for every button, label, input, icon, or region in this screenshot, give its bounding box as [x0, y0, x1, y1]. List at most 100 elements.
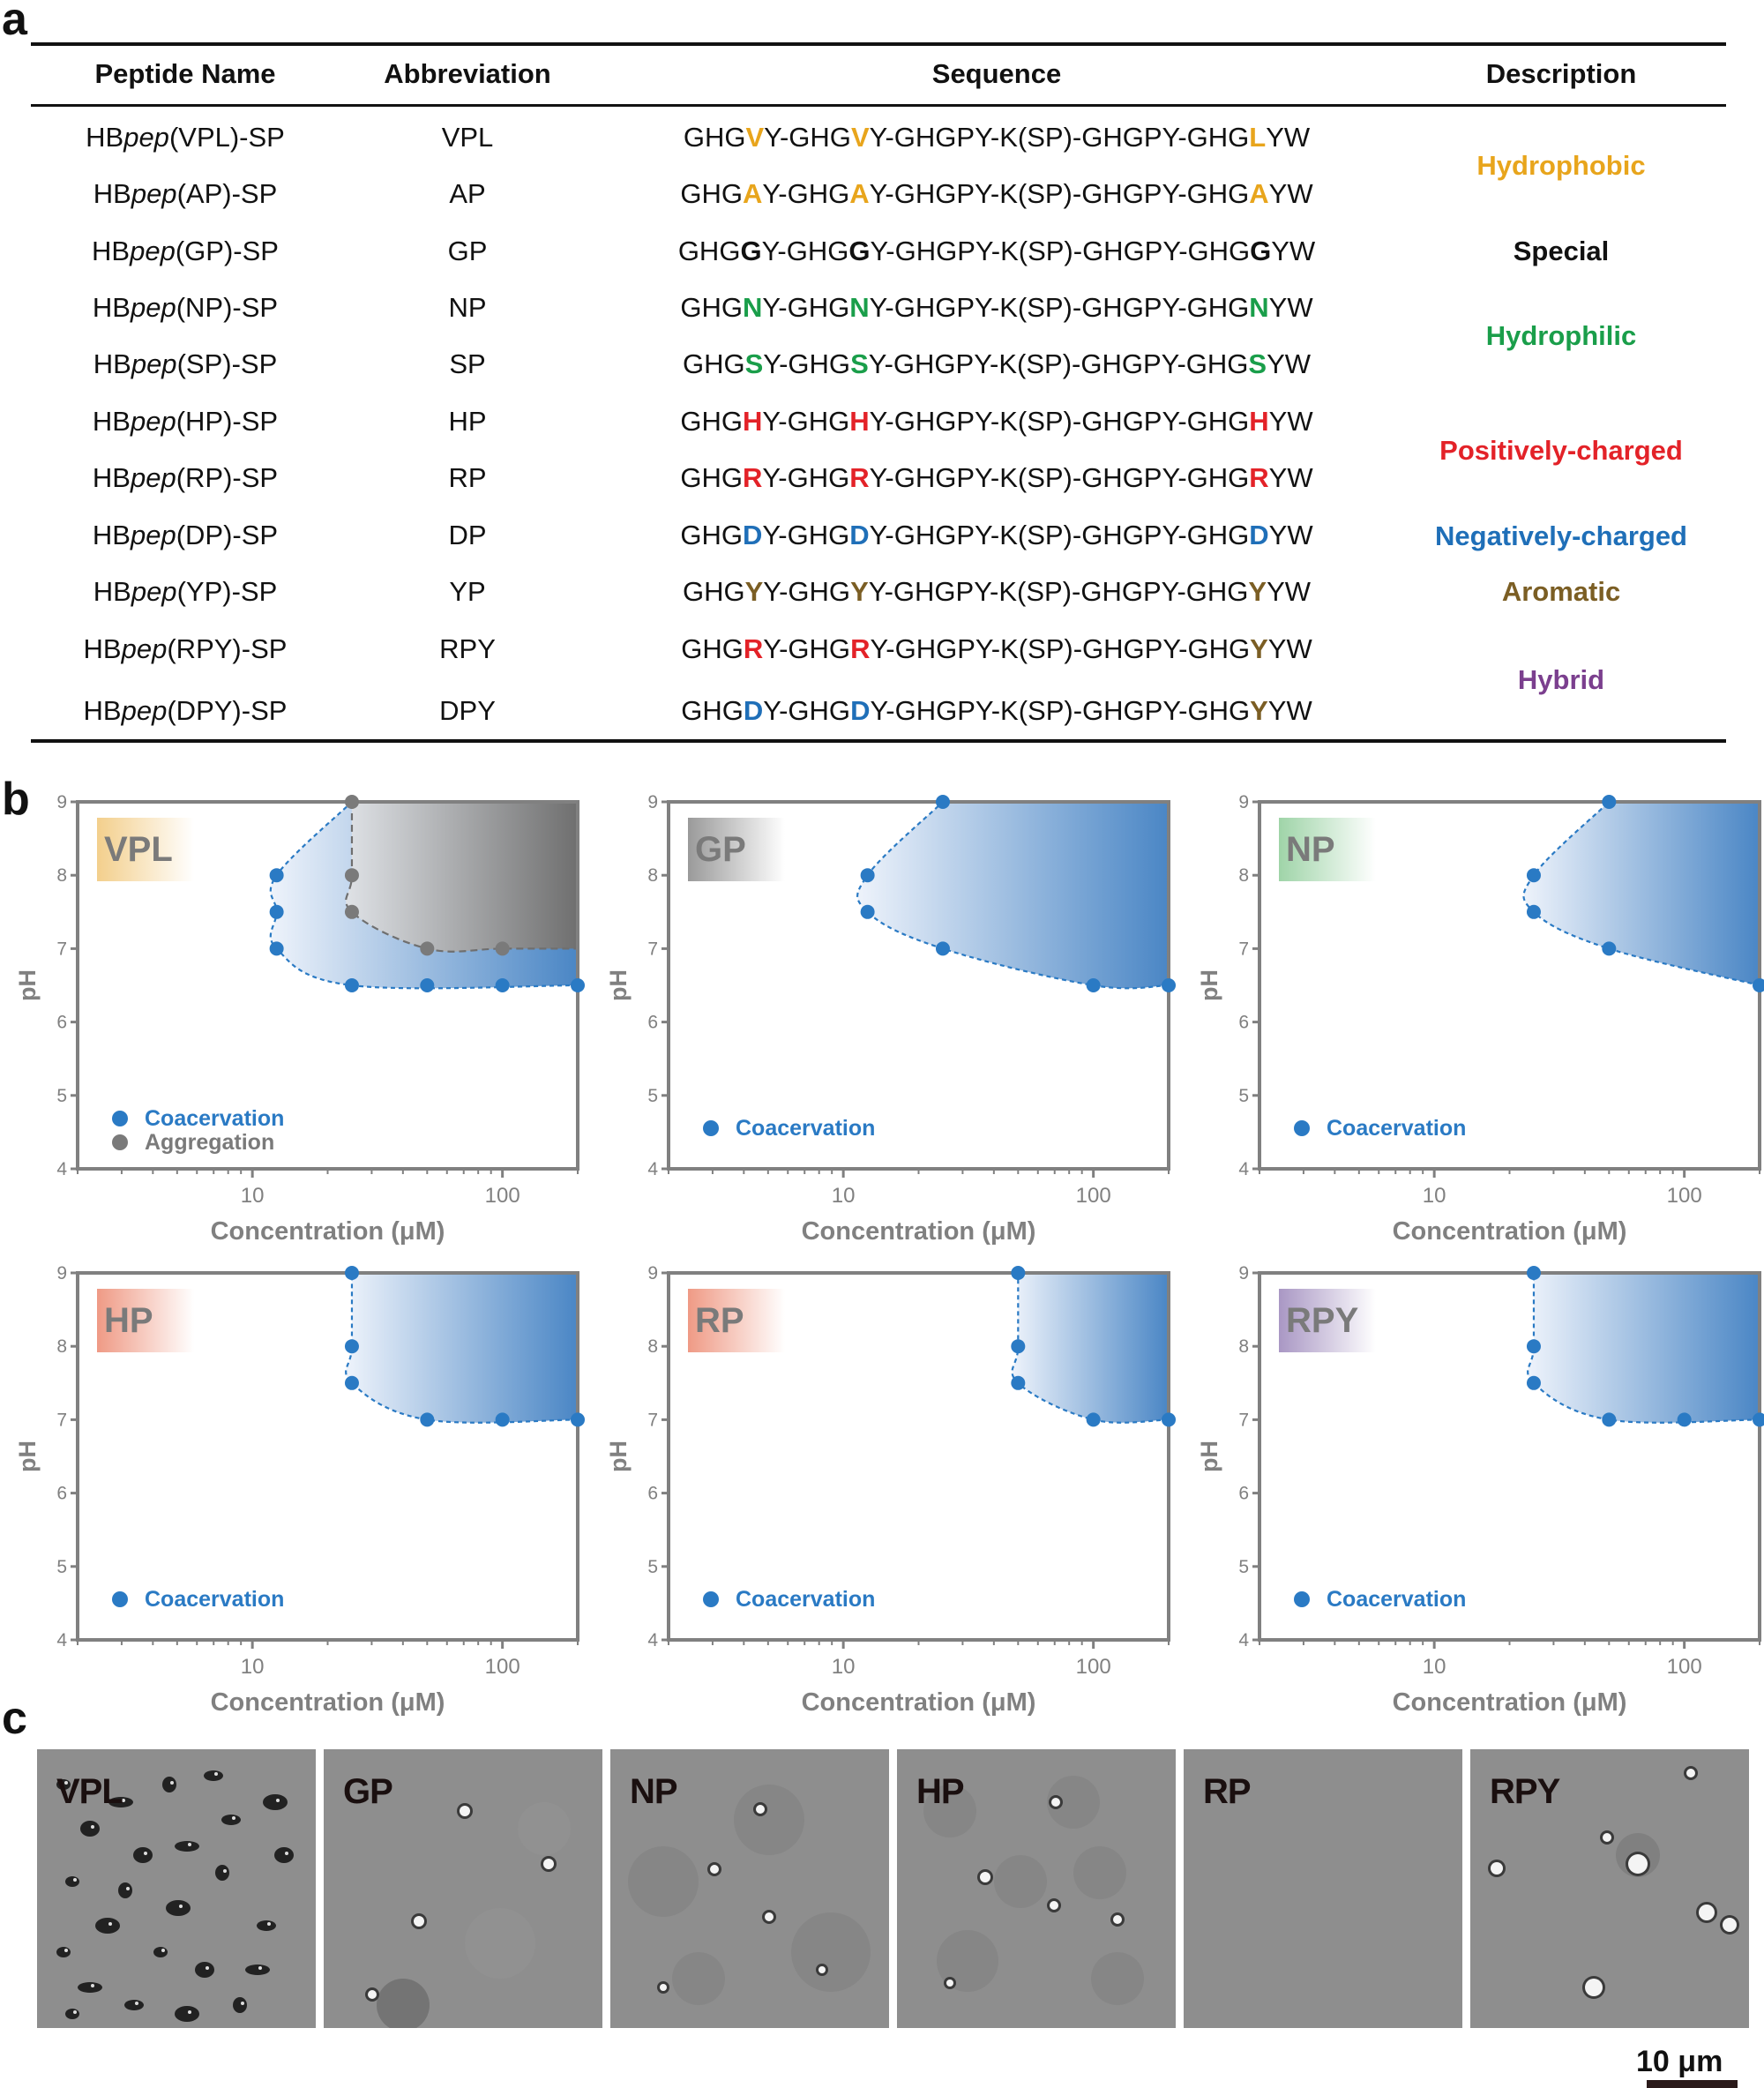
y-tick-label: 8	[1238, 865, 1249, 886]
x-axis-label: Concentration (μM)	[211, 1217, 445, 1246]
micrograph-vpl-image	[56, 1770, 294, 2022]
micrograph-rpy-image	[1488, 1766, 1739, 1999]
coacervation-point	[344, 1339, 359, 1354]
peptide-name-cell: HBpep(DP)-SP	[92, 520, 279, 550]
phase-diagram-svg: 4 5 6 7 8 9 10 100 Concentration (μM) pH HP Coacerv…	[14, 1263, 585, 1717]
aggregation-point	[344, 904, 359, 919]
scale-bar-label: 10 μm	[1636, 2045, 1723, 2078]
phase-diagram-svg: 4 5 6 7 8 9 10 100 Concentration (μM) pH NP Coacerv…	[1196, 792, 1764, 1246]
aggregate	[221, 1815, 241, 1825]
description-negatively-charged: Negatively-charged	[1435, 520, 1687, 551]
sequence-cell: GHGDY-GHGDY-GHGPY-K(SP)-GHGPY-GHGDYW	[680, 520, 1313, 550]
background-blotch	[994, 1855, 1047, 1908]
coacervation-point	[495, 978, 510, 992]
droplet	[1699, 1905, 1715, 1920]
description-hydrophilic: Hydrophilic	[1485, 320, 1637, 351]
legend-marker	[1294, 1120, 1310, 1136]
y-tick-label: 9	[1238, 792, 1249, 812]
abbreviation-cell: SP	[449, 348, 486, 379]
aggregation-point	[420, 941, 435, 956]
phase-diagram-svg: 4 5 6 7 8 9 10 100 Concentration (μM) pH RPY Coacer…	[1196, 1263, 1764, 1717]
y-tick-label: 8	[647, 865, 658, 886]
abbreviation-cell: GP	[447, 236, 488, 266]
droplet	[1051, 1798, 1060, 1807]
micrograph-hp: HP	[897, 1749, 1176, 2028]
y-tick-label: 4	[1238, 1159, 1249, 1179]
highlighted-residue: A	[1249, 178, 1269, 209]
sequence-cell: GHGVY-GHGVY-GHGPY-K(SP)-GHGPY-GHGLYW	[683, 122, 1311, 153]
background-blotch	[518, 1802, 571, 1855]
aggregate-highlight	[170, 1781, 174, 1785]
coacervation-point	[344, 1375, 359, 1390]
y-axis-label: pH	[605, 1441, 632, 1472]
y-tick-label: 4	[56, 1630, 67, 1650]
coacervation-point	[1526, 1375, 1541, 1390]
y-tick-label: 9	[1238, 1263, 1249, 1283]
background-blotch	[377, 1979, 430, 2028]
sequence-cell: GHGHY-GHGHY-GHGPY-K(SP)-GHGPY-GHGHYW	[680, 406, 1313, 437]
droplet	[1050, 1901, 1058, 1910]
panel-label-a: a	[2, 0, 27, 45]
x-axis-label: Concentration (μM)	[211, 1688, 445, 1717]
coacervation-point	[1602, 795, 1617, 809]
highlighted-residue: V	[745, 122, 765, 153]
sample-badge	[688, 1289, 785, 1352]
droplet	[946, 1979, 953, 1987]
micrograph-gp: GP	[324, 1749, 602, 2028]
abbreviation-cell: DP	[448, 520, 487, 550]
coacervation-point	[1602, 941, 1617, 956]
phase-diagram-np: 4 5 6 7 8 9 10 100 Concentration (μM) pH NP Coacerv…	[1189, 792, 1764, 1257]
highlighted-residue: S	[744, 348, 764, 379]
micrograph-gp-image	[365, 1802, 571, 2028]
coacervation-region	[1012, 1273, 1169, 1423]
aggregate	[245, 1965, 270, 1975]
highlighted-residue: R	[743, 633, 764, 664]
y-tick-label: 6	[1238, 1484, 1249, 1504]
micrograph-hp-image	[923, 1776, 1144, 2005]
y-tick-label: 5	[1238, 1086, 1249, 1106]
coacervation-point	[1526, 904, 1541, 919]
background-blotch	[1047, 1776, 1100, 1829]
coacervation-point	[269, 904, 284, 919]
aggregate-highlight	[267, 1922, 271, 1926]
x-tick-label: 10	[1423, 1655, 1446, 1679]
aggregate-highlight	[206, 1966, 209, 1970]
y-tick-label: 6	[56, 1484, 67, 1504]
sequence-cell: GHGRY-GHGRY-GHGPY-K(SP)-GHGPY-GHGRYW	[680, 462, 1313, 493]
aggregate	[118, 1882, 132, 1898]
peptide-name-cell: HBpep(YP)-SP	[93, 576, 278, 607]
y-tick-label: 6	[56, 1013, 67, 1033]
highlighted-residue: S	[1248, 348, 1267, 379]
y-tick-label: 4	[647, 1159, 658, 1179]
phase-diagram-rpy: 4 5 6 7 8 9 10 100 Concentration (μM) pH RPY Coacer…	[1189, 1263, 1764, 1728]
y-tick-label: 7	[647, 1410, 658, 1430]
coacervation-region	[346, 1273, 578, 1423]
aggregate	[124, 2000, 144, 2010]
droplet	[765, 1912, 774, 1921]
y-axis-label: pH	[1196, 969, 1222, 1001]
micrograph-label: VPL	[56, 1772, 123, 1811]
aggregation-point	[344, 795, 359, 809]
aggregate	[175, 2006, 199, 2022]
highlighted-residue: Y	[1250, 633, 1268, 664]
peptide-name-cell: HBpep(HP)-SP	[92, 406, 279, 437]
droplet	[818, 1966, 826, 1973]
aggregate-highlight	[73, 1878, 77, 1882]
y-tick-label: 5	[647, 1557, 658, 1577]
aggregate	[257, 1920, 276, 1931]
y-tick-label: 5	[647, 1086, 658, 1106]
micrograph-label: HP	[916, 1772, 965, 1811]
sequence-cell: GHGSY-GHGSY-GHGPY-K(SP)-GHGPY-GHGSYW	[682, 348, 1312, 379]
coacervation-point	[1086, 1412, 1101, 1427]
y-tick-label: 4	[56, 1159, 67, 1179]
sequence-cell: GHGAY-GHGAY-GHGPY-K(SP)-GHGPY-GHGAYW	[680, 178, 1313, 209]
aggregate-highlight	[73, 2010, 77, 2014]
sample-badge	[97, 1289, 194, 1352]
coacervation-point	[344, 1266, 359, 1280]
abbreviation-cell: NP	[448, 292, 487, 323]
y-tick-label: 9	[56, 792, 67, 812]
y-axis-label: pH	[605, 969, 632, 1001]
legend-label: Coacervation	[145, 1106, 284, 1131]
highlighted-residue: Y	[1248, 576, 1267, 607]
highlighted-residue: R	[849, 462, 870, 493]
